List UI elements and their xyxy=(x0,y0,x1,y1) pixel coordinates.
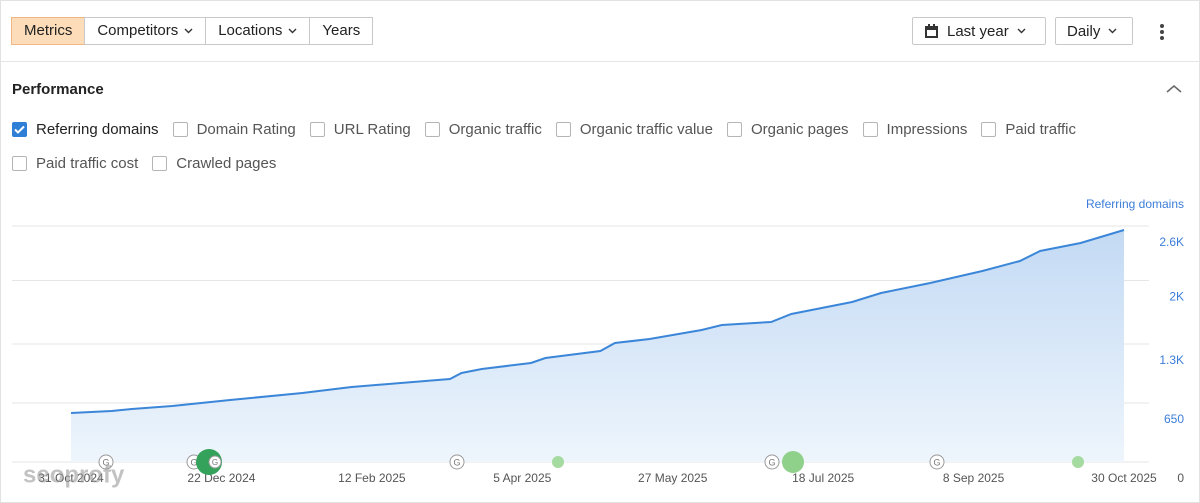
y-tick-label: 650 xyxy=(1164,412,1184,426)
event-marker[interactable] xyxy=(552,456,564,468)
metric-checkbox[interactable]: Domain Rating xyxy=(172,119,296,139)
tab-label: Competitors xyxy=(97,22,179,39)
metric-checkbox[interactable]: Paid traffic xyxy=(981,119,1076,139)
metric-label: Organic pages xyxy=(750,120,849,138)
google-update-icon[interactable]: G xyxy=(98,454,114,470)
y-axis-label: Referring domains xyxy=(1086,197,1184,211)
checkbox[interactable] xyxy=(862,121,878,137)
google-update-icon[interactable]: G xyxy=(764,454,780,470)
checkbox[interactable] xyxy=(172,121,188,137)
x-tick-label: 22 Dec 2024 xyxy=(187,471,255,485)
date-range-button[interactable]: Last year xyxy=(912,17,1046,45)
svg-text:G: G xyxy=(190,457,197,467)
checkbox[interactable] xyxy=(309,121,325,137)
granularity-button[interactable]: Daily xyxy=(1055,17,1133,45)
granularity: Daily xyxy=(1067,22,1101,40)
tab-bar: Metrics Competitors Locations Years xyxy=(11,17,374,45)
metric-label: Crawled pages xyxy=(176,154,277,172)
checkbox[interactable] xyxy=(12,121,27,137)
x-tick-label: 5 Apr 2025 xyxy=(493,471,551,485)
chevron xyxy=(184,28,193,34)
checkbox[interactable] xyxy=(981,121,997,137)
x-tick-label: 8 Sep 2025 xyxy=(943,471,1005,485)
event-marker[interactable] xyxy=(1072,456,1084,468)
x-tick-label: 31 Oct 2024 xyxy=(38,471,104,485)
checkbox[interactable] xyxy=(555,121,571,137)
x-tick-label: 18 Jul 2025 xyxy=(792,471,854,485)
metric-list: Referring domains Domain Rating URL Rating… xyxy=(12,119,1192,173)
tab[interactable]: Years xyxy=(309,17,374,45)
tab-label: Metrics xyxy=(24,22,73,39)
svg-text:G: G xyxy=(933,457,940,467)
google-update-icon[interactable]: G xyxy=(449,454,465,470)
svg-text:G: G xyxy=(102,457,109,467)
calendar-icon xyxy=(925,23,938,38)
metric-checkbox[interactable]: Organic pages xyxy=(726,119,849,139)
metric-checkbox[interactable]: Organic traffic xyxy=(424,119,542,139)
metric-label: Organic traffic xyxy=(448,120,542,138)
tab[interactable]: Metrics xyxy=(11,17,86,45)
checkbox[interactable] xyxy=(152,155,168,171)
y-tick-label: 0 xyxy=(1177,471,1184,485)
google-update-icon[interactable]: G xyxy=(929,454,945,470)
date-range: Last year xyxy=(947,22,1009,40)
separator xyxy=(1,61,1199,62)
svg-text:G: G xyxy=(212,458,218,467)
metric-checkbox[interactable]: Organic traffic value xyxy=(555,119,713,139)
y-tick-label: 2.6K xyxy=(1159,235,1184,249)
y-tick-label: 1.3K xyxy=(1159,353,1184,367)
metric-label: Organic traffic value xyxy=(579,120,713,138)
metric-label: Paid traffic cost xyxy=(36,154,139,172)
metric-checkbox[interactable]: Impressions xyxy=(862,119,968,139)
panel-title: Performance xyxy=(12,81,104,98)
y-tick-label: 2K xyxy=(1169,290,1184,304)
metric-label: Paid traffic xyxy=(1005,120,1076,138)
metric-checkbox[interactable]: Crawled pages xyxy=(152,153,276,173)
x-tick-label: 27 May 2025 xyxy=(638,471,708,485)
metric-label: Impressions xyxy=(886,120,968,138)
event-marker[interactable] xyxy=(782,451,804,473)
tab[interactable]: Locations xyxy=(205,17,311,45)
chevron xyxy=(1108,28,1117,34)
x-tick-label: 30 Oct 2025 xyxy=(1091,471,1157,485)
area xyxy=(71,230,1124,462)
chevron xyxy=(1017,28,1026,34)
svg-text:G: G xyxy=(768,457,775,467)
tab-label: Years xyxy=(322,22,361,39)
metric-label: URL Rating xyxy=(333,120,411,138)
google-update-icon[interactable]: G xyxy=(208,455,222,469)
metric-label: Domain Rating xyxy=(196,120,296,138)
svg-text:G: G xyxy=(453,457,460,467)
check-mark xyxy=(14,125,25,134)
line xyxy=(70,229,1125,414)
chevron xyxy=(288,28,297,34)
tab[interactable]: Competitors xyxy=(84,17,207,45)
watermark: seoprofy xyxy=(23,461,125,488)
collapse-button[interactable] xyxy=(1166,84,1182,94)
x-tick-label: 12 Feb 2025 xyxy=(338,471,406,485)
checkbox[interactable] xyxy=(12,155,27,171)
checkbox[interactable] xyxy=(726,121,742,137)
checkbox[interactable] xyxy=(424,121,440,137)
metric-checkbox[interactable]: URL Rating xyxy=(309,119,411,139)
tab-label: Locations xyxy=(218,22,283,39)
annotations: G G G G G G xyxy=(98,449,1084,475)
more-menu[interactable] xyxy=(1158,23,1166,41)
metric-label: Referring domains xyxy=(36,120,159,138)
metric-checkbox[interactable]: Referring domains xyxy=(12,119,159,139)
metric-checkbox[interactable]: Paid traffic cost xyxy=(12,153,138,173)
